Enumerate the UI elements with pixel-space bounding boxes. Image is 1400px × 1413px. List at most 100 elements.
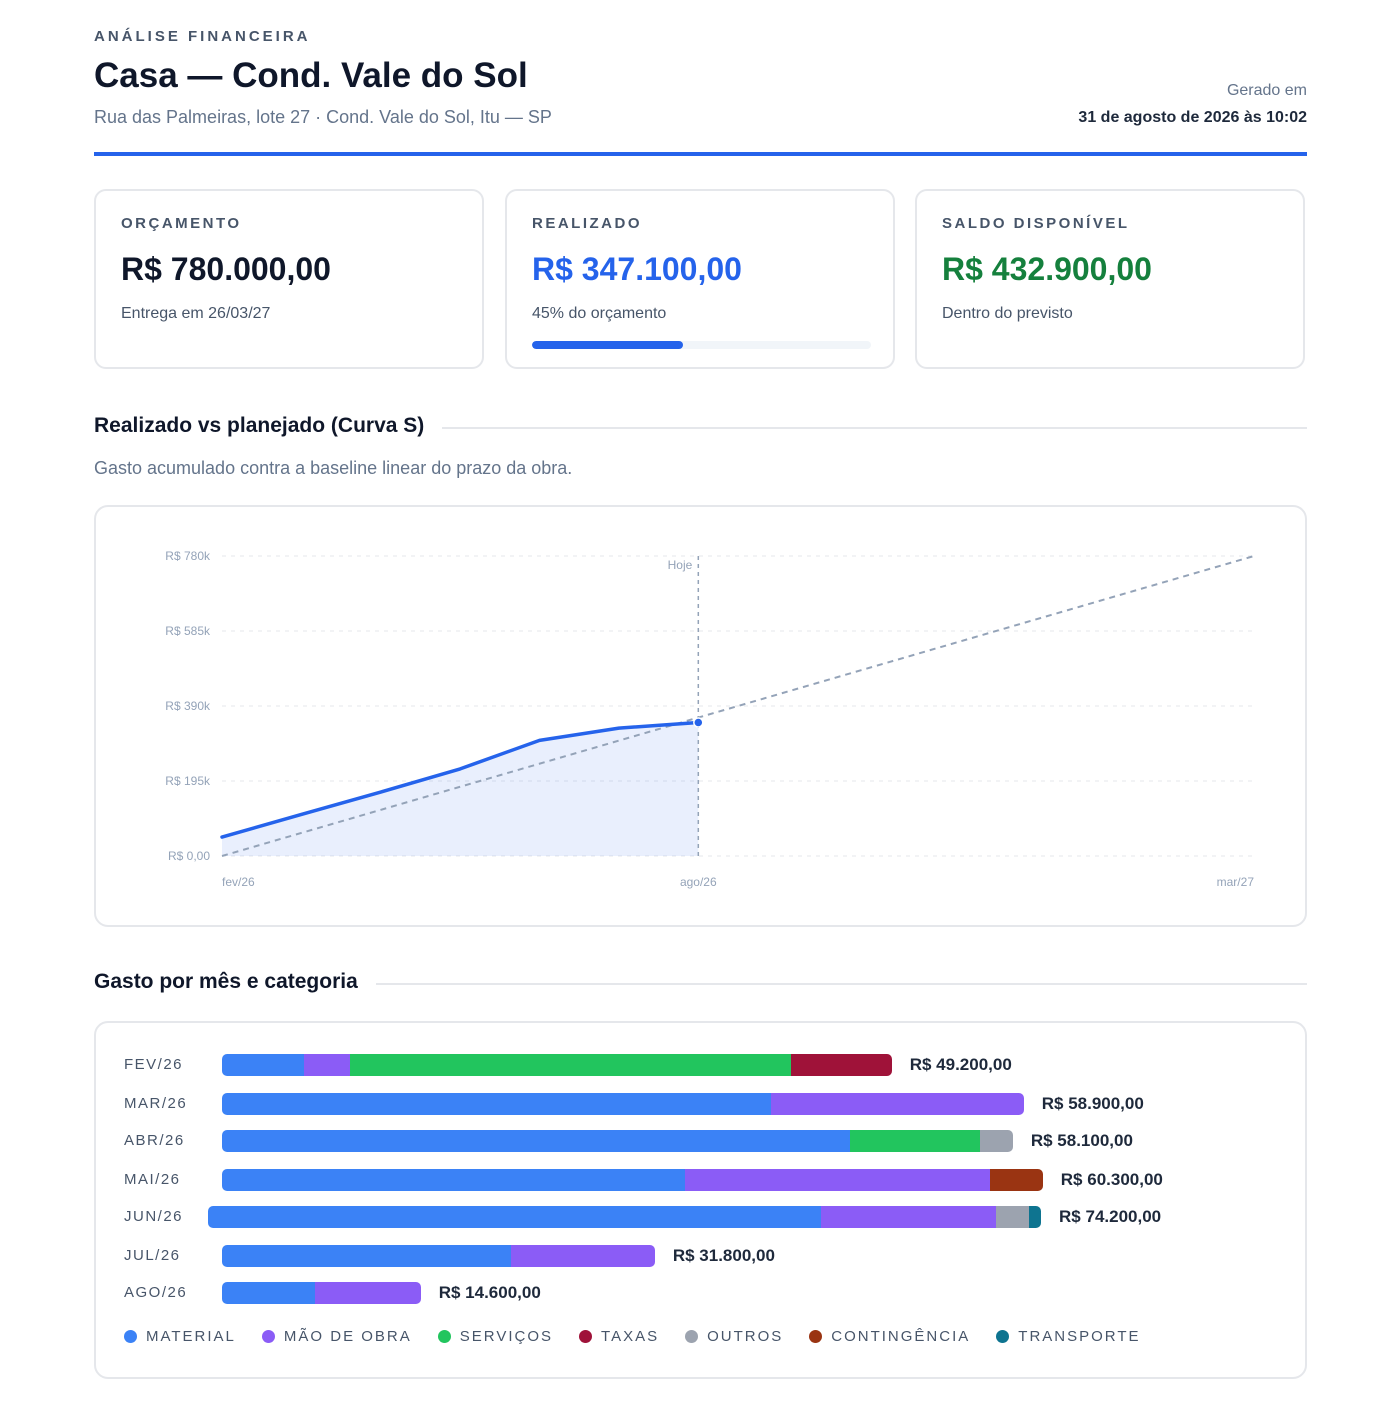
- stacked-bar: [222, 1130, 1013, 1152]
- kpi-card-budget: ORÇAMENTO R$ 780.000,00 Entrega em 26/03…: [94, 189, 484, 369]
- kpi-value: R$ 347.100,00: [532, 251, 742, 287]
- bar-segment: [820, 1206, 997, 1228]
- scurve-section-title: Realizado vs planejado (Curva S): [94, 414, 443, 438]
- month-row: MAR/26 R$ 58.900,00: [96, 1093, 1305, 1117]
- kpi-label: REALIZADO: [532, 215, 642, 232]
- generated-info: Gerado em 31 de agosto de 2026 às 10:02: [1078, 82, 1307, 127]
- legend-swatch: [996, 1330, 1010, 1343]
- stacked-bar: [222, 1282, 421, 1304]
- bar-segment: [684, 1169, 990, 1191]
- legend-item: MATERIAL: [124, 1328, 236, 1345]
- kpi-label: ORÇAMENTO: [121, 215, 242, 232]
- legend-swatch: [261, 1330, 275, 1343]
- month-total-label: R$ 14.600,00: [438, 1283, 541, 1302]
- today-marker-label: Hoje: [668, 558, 693, 572]
- legend-item: MÃO DE OBRA: [261, 1328, 412, 1345]
- bar-segment: [980, 1130, 1013, 1152]
- month-label: JUL/26: [124, 1247, 181, 1264]
- month-label: MAR/26: [124, 1095, 188, 1112]
- month-label: FEV/26: [124, 1056, 184, 1073]
- baseline-series-line: [221, 555, 1255, 857]
- y-tick-label: R$ 390k: [165, 699, 211, 713]
- bar-segment: [222, 1093, 771, 1115]
- legend-item: TRANSPORTE: [996, 1328, 1140, 1345]
- kpi-value: R$ 432.900,00: [942, 251, 1152, 287]
- month-total-label: R$ 58.900,00: [1041, 1094, 1144, 1113]
- kpi-card-spent: REALIZADO R$ 347.100,00 45% do orçamento: [505, 189, 895, 369]
- legend-label: TRANSPORTE: [1018, 1328, 1141, 1345]
- y-tick-label: R$ 0,00: [168, 849, 210, 863]
- legend-item: CONTINGÊNCIA: [809, 1328, 970, 1345]
- month-total-label: R$ 74.200,00: [1059, 1207, 1162, 1226]
- bar-segment: [314, 1282, 421, 1304]
- kpi-card-balance: SALDO DISPONÍVEL R$ 432.900,00 Dentro do…: [915, 189, 1305, 369]
- stacked-bar: [222, 1245, 655, 1267]
- legend-label: MÃO DE OBRA: [283, 1328, 412, 1345]
- stacked-bar: [208, 1206, 1042, 1228]
- legend-swatch: [437, 1330, 451, 1343]
- budget-progress-bar: [532, 341, 871, 349]
- monthly-section-title: Gasto por mês e categoria: [94, 970, 376, 994]
- month-row: JUL/26 R$ 31.800,00: [96, 1245, 1305, 1269]
- month-label: ABR/26: [124, 1132, 185, 1149]
- actual-series-line: [220, 720, 701, 839]
- month-total-label: R$ 31.800,00: [672, 1246, 775, 1265]
- bar-segment: [849, 1130, 981, 1152]
- kpi-label: SALDO DISPONÍVEL: [942, 215, 1130, 232]
- y-tick-label: R$ 585k: [165, 624, 211, 638]
- month-total-label: R$ 60.300,00: [1060, 1170, 1163, 1189]
- y-tick-label: R$ 780k: [165, 549, 211, 563]
- legend-swatch: [685, 1330, 699, 1343]
- legend-label: TAXAS: [601, 1328, 660, 1345]
- y-tick-label: R$ 195k: [165, 774, 211, 788]
- stacked-bar: [222, 1093, 1024, 1115]
- month-row: JUN/26 R$ 74.200,00: [96, 1206, 1305, 1230]
- kpi-value: R$ 780.000,00: [121, 251, 331, 287]
- bar-segment: [790, 1054, 892, 1076]
- bar-segment: [303, 1054, 350, 1076]
- bar-segment: [996, 1206, 1029, 1228]
- legend-item: OUTROS: [685, 1328, 783, 1345]
- current-point: [693, 717, 704, 728]
- generated-value: 31 de agosto de 2026 às 10:02: [1078, 109, 1307, 126]
- month-row: ABR/26 R$ 58.100,00: [96, 1130, 1305, 1154]
- bar-segment: [770, 1093, 1024, 1115]
- section-divider: [420, 427, 1307, 429]
- bar-segment: [989, 1169, 1043, 1191]
- bar-segment: [208, 1206, 821, 1228]
- legend-item: SERVIÇOS: [437, 1328, 554, 1345]
- legend-swatch: [809, 1330, 823, 1343]
- month-total-label: R$ 58.100,00: [1030, 1131, 1133, 1150]
- month-row: AGO/26 R$ 14.600,00: [96, 1282, 1305, 1306]
- legend-swatch: [579, 1330, 593, 1343]
- scurve-section-description: Gasto acumulado contra a baseline linear…: [94, 458, 573, 478]
- kpi-subtext: Dentro do previsto: [942, 305, 1073, 322]
- section-divider: [360, 983, 1307, 985]
- stacked-bar: [222, 1169, 1043, 1191]
- month-row: MAI/26 R$ 60.300,00: [96, 1169, 1305, 1193]
- month-label: MAI/26: [124, 1171, 181, 1188]
- month-row: FEV/26 R$ 49.200,00: [96, 1054, 1305, 1078]
- legend-item: TAXAS: [579, 1328, 659, 1345]
- generated-label: Gerado em: [1226, 82, 1307, 99]
- legend-label: SERVIÇOS: [459, 1328, 554, 1345]
- legend-label: OUTROS: [707, 1328, 784, 1345]
- bar-segment: [222, 1282, 315, 1304]
- budget-progress-fill: [532, 341, 683, 349]
- report-eyebrow: ANÁLISE FINANCEIRA: [94, 28, 311, 45]
- legend-label: MATERIAL: [146, 1328, 236, 1345]
- bar-segment: [510, 1245, 655, 1267]
- project-address: Rua das Palmeiras, lote 27 · Cond. Vale …: [94, 107, 552, 127]
- kpi-subtext: Entrega em 26/03/27: [121, 305, 271, 322]
- bar-segment: [222, 1054, 304, 1076]
- legend-swatch: [124, 1330, 137, 1343]
- chart-legend: MATERIAL MÃO DE OBRA SERVIÇOS TAXAS OUTROS CO…: [124, 1328, 1141, 1345]
- x-tick-label: fev/26: [222, 875, 255, 889]
- legend-label: CONTINGÊNCIA: [831, 1328, 971, 1345]
- page-title: Casa — Cond. Vale do Sol: [94, 56, 528, 95]
- x-tick-label: ago/26: [680, 875, 717, 889]
- x-tick-label: mar/27: [1217, 875, 1255, 889]
- scurve-chart-panel: R$ 0,00 R$ 195k R$ 390k R$ 585k R$ 780k fev/2…: [94, 505, 1307, 927]
- month-label: AGO/26: [124, 1284, 188, 1301]
